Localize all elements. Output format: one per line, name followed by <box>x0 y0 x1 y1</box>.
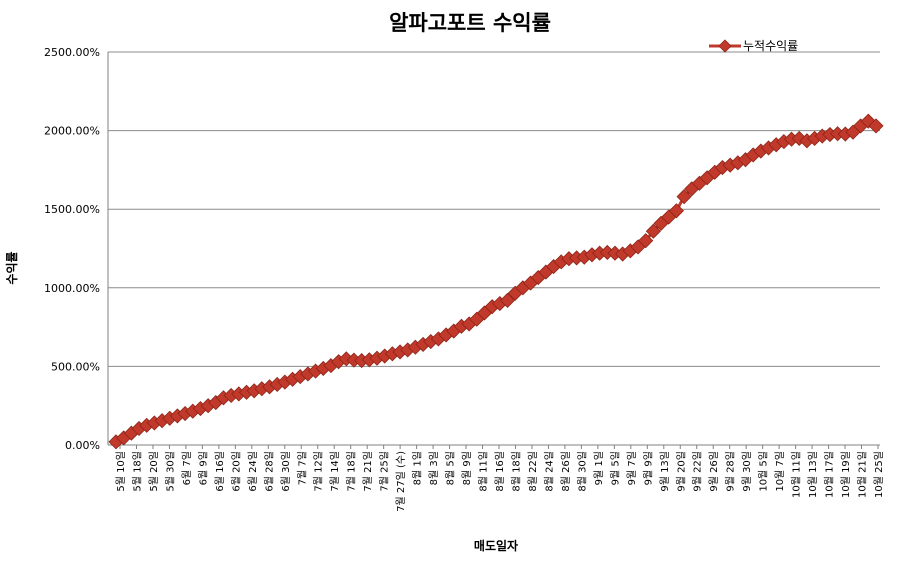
x-tick-label: 10월 19일 <box>840 451 852 498</box>
x-tick-label: 9월 9일 <box>642 451 654 485</box>
x-tick-label: 6월 20일 <box>230 451 242 492</box>
x-tick-label: 7월 21일 <box>362 451 374 492</box>
data-point <box>645 223 661 239</box>
x-tick-label: 6월 28일 <box>263 451 275 492</box>
x-tick-label: 9월 13일 <box>659 451 671 492</box>
x-tick-label: 9월 1일 <box>593 451 605 485</box>
x-tick-label: 10월 5일 <box>758 451 770 492</box>
chart-title: 알파고포트 수익률 <box>389 11 551 35</box>
x-tick-label: 9월 7일 <box>626 451 638 485</box>
x-tick-label: 9월 28일 <box>725 451 737 492</box>
y-tick-label: 0.00% <box>65 439 100 452</box>
x-tick-label: 8월 3일 <box>428 451 440 485</box>
x-tick-label: 10월 21일 <box>857 451 869 498</box>
x-tick-label: 10월 11일 <box>791 451 803 498</box>
x-tick-label: 10월 7일 <box>774 451 786 492</box>
y-tick-label: 2500.00% <box>44 46 100 59</box>
x-tick-label: 8월 18일 <box>510 451 522 492</box>
y-tick-label: 1000.00% <box>44 282 100 295</box>
x-tick-label: 9월 5일 <box>609 451 621 485</box>
x-tick-label: 5월 20일 <box>148 451 160 492</box>
axes <box>107 52 880 446</box>
x-tick-label: 7월 27일 (수) <box>395 451 407 512</box>
x-tick-label: 6월 16일 <box>214 451 226 492</box>
data-point <box>676 189 692 205</box>
data-point <box>499 292 516 308</box>
legend: 누적수익률 <box>709 39 798 53</box>
x-tick-label: 7월 25일 <box>379 451 391 492</box>
gridlines <box>108 51 880 367</box>
x-tick-label: 7월 7일 <box>296 451 308 485</box>
x-tick-label: 9월 30일 <box>741 451 753 492</box>
data-point <box>668 203 684 219</box>
x-tick-label: 6월 30일 <box>280 451 292 492</box>
data-point <box>638 233 654 249</box>
x-tick-label: 8월 24일 <box>543 451 555 492</box>
x-tick-label: 10월 17일 <box>824 451 836 498</box>
x-tick-label: 9월 22일 <box>692 451 704 492</box>
x-tick-label: 6월 7일 <box>181 451 193 485</box>
x-tick-label: 8월 26일 <box>560 451 572 492</box>
y-axis-ticks: 0.00% 500.00% 1000.00% 1500.00% 2000.00% 2500… <box>44 46 100 452</box>
y-tick-label: 1500.00% <box>44 203 100 216</box>
data-point <box>868 118 884 134</box>
x-tick-label: 8월 11일 <box>478 451 490 492</box>
x-tick-label: 8월 5일 <box>445 451 457 485</box>
x-tick-label: 8월 30일 <box>576 451 588 492</box>
x-tick-label: 9월 26일 <box>708 451 720 492</box>
x-axis-ticks: 5월 10일 5월 18일 5월 20일 5월 30일 6월 7일 6월 9일 6월 16일… <box>115 445 885 512</box>
y-axis-title: 수익률 <box>5 251 19 284</box>
series-cumulative-return <box>108 113 884 450</box>
x-tick-label: 5월 30일 <box>164 451 176 492</box>
x-tick-label: 5월 10일 <box>115 451 127 492</box>
legend-marker <box>718 39 732 53</box>
y-tick-label: 2000.00% <box>44 125 100 138</box>
y-tick-label: 500.00% <box>51 360 100 373</box>
x-tick-label: 5월 18일 <box>131 451 143 492</box>
x-tick-label: 10월 13일 <box>807 451 819 498</box>
x-tick-label: 8월 16일 <box>494 451 506 492</box>
x-tick-label: 8월 1일 <box>412 451 424 485</box>
legend-label: 누적수익률 <box>743 39 798 53</box>
x-axis-title: 매도일자 <box>474 538 518 553</box>
x-tick-label: 8월 9일 <box>461 451 473 485</box>
x-tick-label: 9월 20일 <box>675 451 687 492</box>
x-tick-label: 10월 25일 <box>873 451 885 498</box>
x-tick-label: 7월 14일 <box>329 451 341 492</box>
x-tick-label: 7월 12일 <box>313 451 325 492</box>
x-tick-label: 6월 24일 <box>247 451 259 492</box>
x-tick-label: 8월 22일 <box>527 451 539 492</box>
x-tick-label: 7월 18일 <box>346 451 358 492</box>
x-tick-label: 6월 9일 <box>197 451 209 485</box>
